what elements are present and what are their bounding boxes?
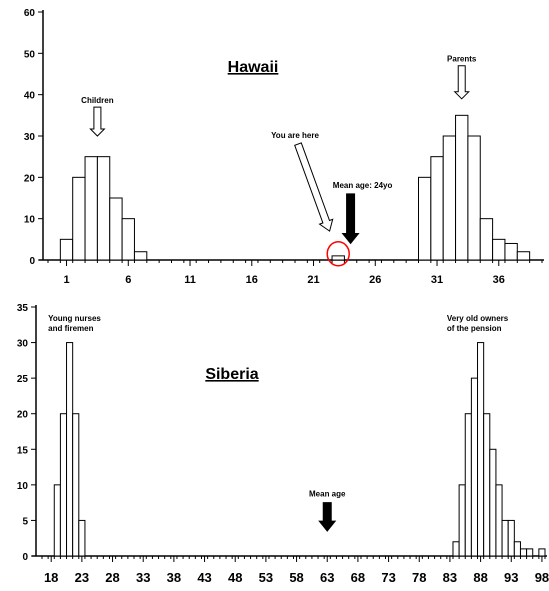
hawaii-annotation-label: Children [81,96,114,105]
siberia-y-tick-label: 25 [17,374,29,385]
siberia-annotation-label: Very old owners [447,314,509,323]
siberia-solid-arrow [318,502,337,532]
hawaii-bar [96,156,111,261]
hawaii-x-tick-label: 26 [369,274,381,286]
siberia-bar [53,484,61,557]
siberia-x-tick-label: 43 [197,570,211,585]
hawaii-bar [72,176,86,261]
siberia-bar [66,342,74,557]
hawaii-bar [492,238,506,261]
siberia-annotation-label: Young nurses [48,314,101,323]
hawaii-bar [430,156,444,261]
hawaii-bar [331,255,345,261]
siberia-x-tick-label: 33 [136,570,150,585]
hawaii-bar [442,135,457,261]
hawaii-annotation-label: Mean age: 24yo [333,181,393,190]
hawaii-title: Hawaii [228,59,279,76]
siberia-x-tick-label: 83 [443,570,457,585]
hawaii-x-tick-label: 21 [307,274,319,286]
hawaii-hollow-arrow [89,106,106,137]
hawaii-bar [455,114,469,261]
siberia-x-tick-label: 73 [381,570,395,585]
siberia-bar [489,448,497,557]
hawaii-y-tick-label: 30 [24,132,36,143]
hawaii-bar [84,156,98,261]
hawaii-bar [59,238,74,261]
siberia-bar [464,413,472,557]
siberia-bar [470,377,479,557]
hawaii-bar [467,135,481,261]
siberia-bar [72,413,80,557]
hawaii-hollow-arrow [294,142,334,232]
hawaii-x-tick-label: 36 [493,274,505,286]
siberia-x-tick-label: 28 [105,570,119,585]
siberia-annotation-label: and firemen [48,324,93,333]
hawaii-bar [516,251,531,261]
siberia-bar [501,519,509,557]
siberia-x-tick-label: 78 [412,570,426,585]
siberia-y-tick-label: 15 [17,445,29,456]
siberia-y-tick-label: 5 [22,516,28,527]
siberia-bar [452,541,460,557]
siberia-bar [59,413,68,557]
siberia-annotation-label: of the pension [447,324,502,333]
siberia-y-tick-label: 30 [17,339,29,350]
siberia-x-tick-label: 18 [44,570,58,585]
siberia-y-tick-label: 10 [17,481,29,492]
hawaii-y-tick-label: 60 [24,8,36,19]
hawaii-x-tick-label: 1 [63,274,69,286]
siberia-bar [477,342,485,557]
hawaii-hollow-arrow [453,65,470,100]
hawaii-y-tick-label: 50 [24,49,36,60]
siberia-bar [513,541,521,557]
siberia-bar [495,484,503,557]
siberia-bar [519,548,528,557]
hawaii-bar [504,242,518,261]
hawaii-x-tick-label: 16 [246,274,258,286]
hawaii-x-tick-label: 31 [431,274,443,286]
siberia-bar [483,413,491,557]
siberia-x-tick-label: 93 [504,570,518,585]
hawaii-y-tick-label: 10 [24,215,36,226]
hawaii-x-tick-label: 6 [125,274,131,286]
hawaii-highlight-circle [326,241,350,267]
hawaii-y-tick-label: 20 [24,173,36,184]
siberia-x-tick-label: 63 [320,570,334,585]
siberia-x-tick-label: 58 [289,570,303,585]
siberia-bar [458,484,466,557]
hawaii-annotation-label: Parents [447,55,477,64]
siberia-y-tick-label: 35 [17,303,29,314]
hawaii-y-tick-label: 0 [29,256,35,267]
siberia-x-tick-label: 23 [75,570,89,585]
siberia-x-tick-label: 98 [535,570,549,585]
siberia-x-tick-label: 38 [167,570,181,585]
hawaii-bar [121,218,135,261]
siberia-title: Siberia [205,366,258,383]
siberia-bar [507,519,515,557]
siberia-bar [538,548,546,557]
hawaii-x-tick-label: 11 [184,274,196,286]
siberia-x-tick-label: 68 [351,570,365,585]
hawaii-bar [418,176,432,261]
siberia-y-tick-label: 0 [22,552,28,563]
siberia-x-tick-label: 53 [259,570,273,585]
siberia-bar [526,548,534,557]
siberia-bar [78,519,86,557]
siberia-x-tick-label: 88 [473,570,487,585]
hawaii-annotation-label: You are here [271,131,319,140]
siberia-annotation-label: Mean age [309,490,346,499]
siberia-x-tick-label: 48 [228,570,242,585]
hawaii-solid-arrow [341,193,360,245]
hawaii-bar [479,218,494,261]
hawaii-bar [133,251,148,261]
hawaii-y-tick-label: 40 [24,91,36,102]
siberia-y-tick-label: 20 [17,410,29,421]
hawaii-bar [109,197,123,261]
